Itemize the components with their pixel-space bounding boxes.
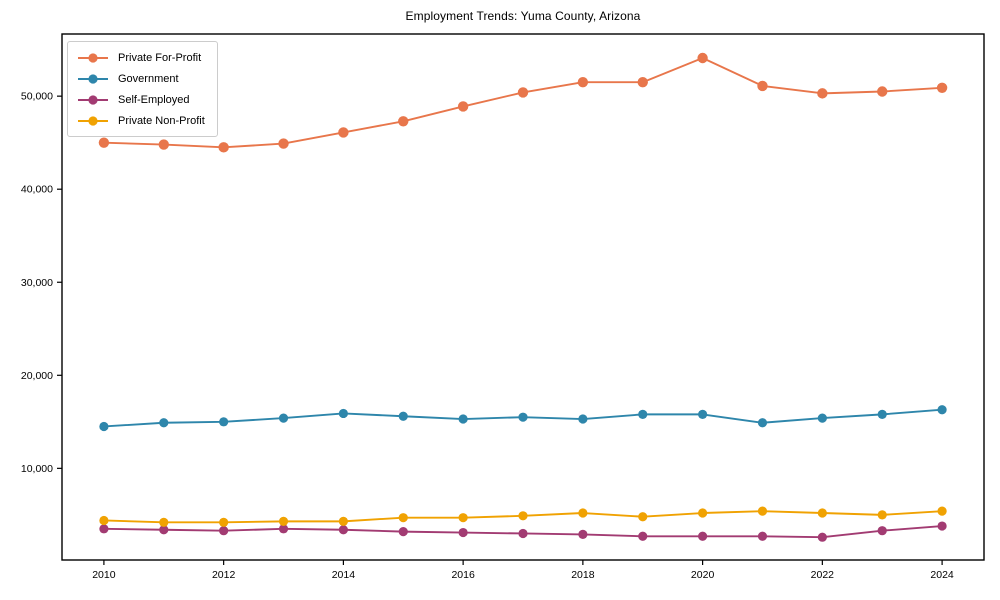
plot-border (61, 33, 985, 561)
data-point-government (638, 409, 648, 419)
data-point-self-employed (159, 525, 169, 535)
data-point-self-employed (877, 526, 887, 536)
data-point-private-non-profit (219, 517, 229, 527)
legend-marker-icon (78, 94, 108, 105)
data-point-self-employed (638, 531, 648, 541)
data-point-private-non-profit (698, 508, 708, 518)
x-tick-label: 2024 (930, 569, 954, 581)
x-tick-label: 2020 (691, 569, 715, 581)
data-point-government (518, 412, 528, 422)
legend-marker-icon (78, 73, 108, 84)
data-point-private-for-profit (457, 101, 469, 112)
data-point-private-for-profit (517, 87, 529, 98)
y-tick-label: 10,000 (21, 463, 53, 475)
data-point-private-for-profit (757, 80, 768, 92)
data-point-private-non-profit (99, 515, 109, 526)
x-tick-label: 2022 (811, 569, 835, 581)
data-point-private-non-profit (817, 508, 827, 518)
data-point-government (398, 411, 408, 421)
data-point-government (338, 408, 348, 419)
x-tick-label: 2012 (212, 569, 236, 581)
data-point-self-employed (338, 525, 348, 535)
data-point-private-non-profit (638, 512, 648, 522)
data-point-government (698, 409, 708, 419)
x-tick-label: 2018 (571, 569, 595, 581)
data-point-self-employed (578, 529, 588, 540)
data-point-private-for-profit (158, 139, 169, 150)
data-point-self-employed (219, 526, 229, 536)
y-tick-label: 40,000 (21, 184, 53, 196)
data-point-private-non-profit (757, 506, 768, 516)
y-tick-label: 20,000 (21, 370, 53, 382)
x-tick-label: 2010 (92, 569, 116, 581)
data-point-private-for-profit (98, 137, 110, 148)
x-tick-label: 2016 (451, 569, 475, 581)
data-point-self-employed (937, 521, 947, 531)
legend-marker-icon (78, 52, 108, 63)
data-point-private-non-profit (937, 506, 947, 516)
data-point-government (877, 409, 887, 419)
data-point-private-for-profit (577, 76, 589, 88)
data-point-private-for-profit (817, 88, 828, 99)
legend-item-private-non-profit: Private Non-Profit (77, 112, 205, 129)
data-point-government (458, 414, 468, 424)
data-point-private-non-profit (518, 511, 528, 521)
data-point-self-employed (698, 531, 708, 541)
data-point-self-employed (398, 527, 408, 537)
data-point-private-non-profit (159, 517, 169, 527)
data-point-private-for-profit (398, 116, 409, 127)
legend-item-self-employed: Self-Employed (77, 91, 205, 108)
data-point-private-for-profit (278, 138, 289, 149)
data-point-private-for-profit (338, 127, 349, 138)
data-point-private-non-profit (458, 513, 468, 523)
x-tick-label: 2014 (332, 569, 356, 581)
data-point-self-employed (518, 528, 528, 539)
y-tick-label: 30,000 (21, 277, 53, 289)
data-point-government (278, 413, 289, 423)
data-point-private-non-profit (877, 510, 887, 520)
data-point-private-non-profit (338, 516, 348, 526)
data-point-government (219, 417, 229, 427)
data-point-self-employed (757, 531, 768, 541)
data-point-private-for-profit (936, 82, 948, 93)
legend-label: Private For-Profit (118, 51, 202, 64)
data-point-self-employed (458, 527, 468, 538)
data-point-private-non-profit (398, 513, 408, 523)
data-point-government (159, 418, 169, 428)
legend: Private For-Profit Government Self-Employe… (67, 41, 218, 137)
data-point-private-for-profit (877, 86, 888, 97)
series-line-private-for-profit (102, 57, 944, 149)
data-point-government (578, 414, 588, 424)
data-point-government (757, 418, 768, 428)
data-point-private-non-profit (278, 516, 289, 526)
legend-label: Self-Employed (118, 93, 190, 106)
legend-item-private-for-profit: Private For-Profit (77, 49, 205, 66)
data-point-self-employed (278, 524, 289, 534)
y-tick-label: 50,000 (21, 91, 53, 103)
data-point-private-for-profit (697, 52, 708, 64)
chart-title: Employment Trends: Yuma County, Arizona (405, 9, 641, 23)
legend-label: Government (118, 72, 179, 85)
data-point-government (817, 413, 827, 423)
legend-marker-icon (78, 115, 108, 126)
data-point-private-for-profit (218, 142, 229, 153)
data-point-self-employed (99, 524, 109, 534)
data-point-self-employed (817, 532, 827, 542)
data-point-government (937, 405, 947, 415)
data-point-private-for-profit (637, 76, 648, 88)
data-point-government (99, 421, 109, 432)
legend-item-government: Government (77, 70, 205, 87)
data-point-private-non-profit (578, 508, 588, 518)
legend-label: Private Non-Profit (118, 114, 205, 127)
